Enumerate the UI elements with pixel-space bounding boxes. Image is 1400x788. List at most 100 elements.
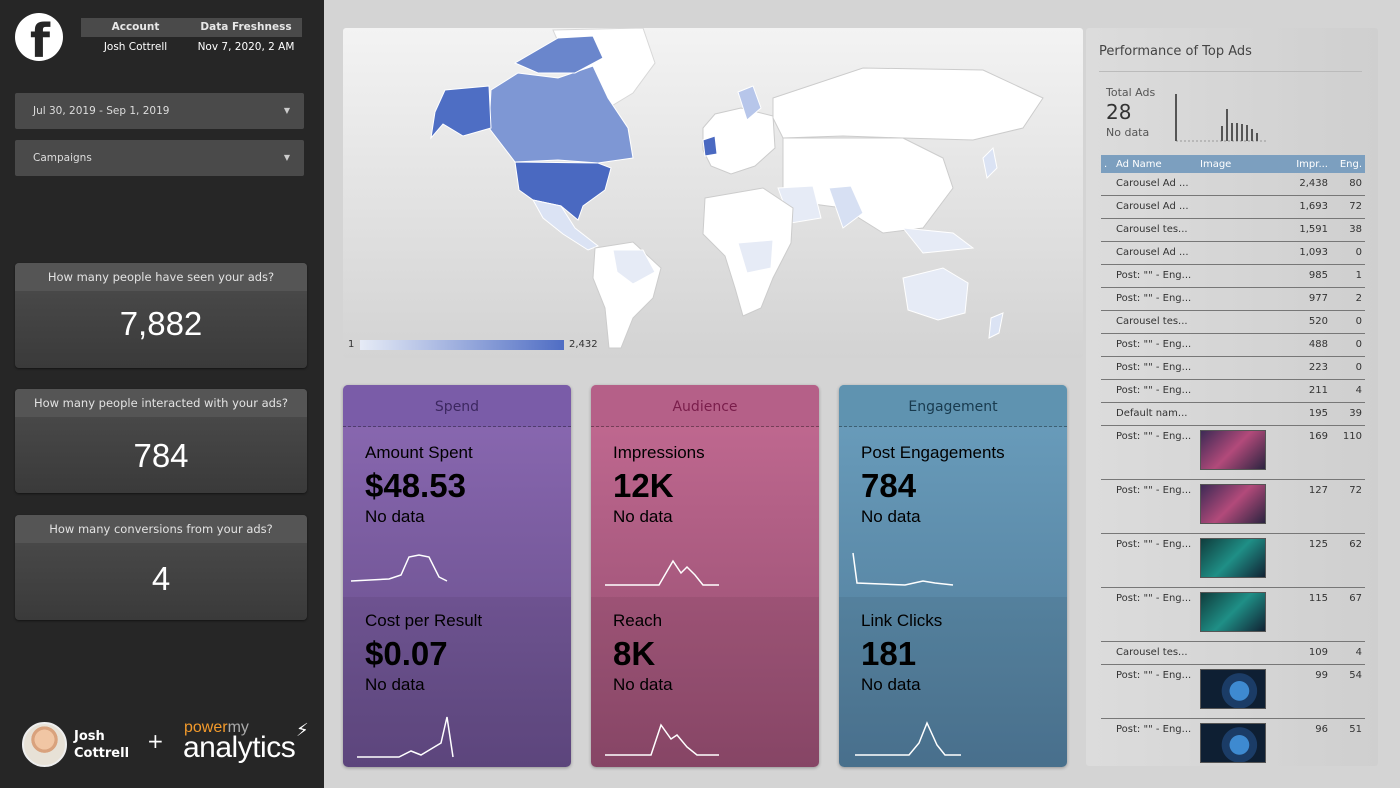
- kpi-value: 7,882: [119, 305, 203, 342]
- row-spacer: [1101, 287, 1113, 311]
- impressions-cell: 1,693: [1273, 195, 1331, 219]
- table-row[interactable]: Post: "" - Eng... 125 62: [1101, 533, 1365, 588]
- date-range-dropdown[interactable]: Jul 30, 2019 - Sep 1, 2019 ▼: [15, 93, 304, 129]
- map-region-russia[interactable]: [772, 67, 1044, 141]
- table-row[interactable]: Post: "" - Eng... 985 1: [1101, 264, 1365, 288]
- table-row[interactable]: Carousel tes... 109 4: [1101, 641, 1365, 665]
- map-region-central-africa[interactable]: [737, 239, 774, 274]
- engagements-cell: 4: [1331, 641, 1365, 665]
- impressions-cell: 223: [1273, 356, 1331, 380]
- audience-card: Audience Impressions 12K No data Reach 8…: [591, 385, 819, 767]
- kpi-value: 4: [151, 560, 171, 597]
- post-engagements-value: 784: [861, 467, 917, 504]
- row-spacer: [1101, 641, 1113, 665]
- map-region-uk[interactable]: [702, 135, 718, 157]
- map-region-scandinavia[interactable]: [737, 85, 762, 121]
- ad-name-cell: Carousel Ad ...: [1113, 195, 1197, 219]
- impressions-cell: 211: [1273, 379, 1331, 403]
- amount-spent-sparkline: [350, 554, 448, 582]
- ad-image-cell: [1197, 264, 1273, 288]
- table-row[interactable]: Post: "" - Eng... 223 0: [1101, 356, 1365, 380]
- ad-name-cell: Post: "" - Eng...: [1113, 718, 1197, 766]
- ad-image-cell: [1197, 195, 1273, 219]
- cost-per-result-label: Cost per Result: [365, 611, 483, 630]
- engagements-cell: 39: [1331, 402, 1365, 426]
- world-map[interactable]: [343, 28, 1083, 358]
- map-region-usa[interactable]: [514, 161, 612, 221]
- ad-thumbnail-image[interactable]: [1200, 669, 1266, 709]
- total-ads-value: 28: [1106, 100, 1132, 124]
- column-header-engagements[interactable]: Eng.: [1331, 155, 1365, 173]
- table-row[interactable]: Post: "" - Eng... 488 0: [1101, 333, 1365, 357]
- table-row[interactable]: Post: "" - Eng... 127 72: [1101, 479, 1365, 534]
- link-clicks-note: No data: [861, 675, 921, 694]
- column-header-impressions[interactable]: Impr...: [1273, 155, 1331, 173]
- table-row[interactable]: Carousel Ad ... 1,093 0: [1101, 241, 1365, 265]
- row-spacer: [1101, 587, 1113, 642]
- map-region-australia[interactable]: [902, 267, 969, 321]
- link-clicks-sparkline: [855, 721, 961, 756]
- power-my-analytics-logo-top: powermy: [184, 719, 249, 736]
- impressions-cell: 169: [1273, 425, 1331, 480]
- table-row[interactable]: Carousel Ad ... 1,693 72: [1101, 195, 1365, 219]
- impressions-cell: 99: [1273, 664, 1331, 719]
- ad-name-cell: Post: "" - Eng...: [1113, 479, 1197, 534]
- table-row[interactable]: Carousel Ad ... 2,438 80: [1101, 173, 1365, 196]
- table-row[interactable]: Post: "" - Eng... 115 67: [1101, 587, 1365, 642]
- column-header-ad-name[interactable]: Ad Name: [1113, 155, 1197, 173]
- kpi-card-conversions: How many conversions from your ads? 4: [15, 515, 307, 620]
- kpi-card-people-interacted: How many people interacted with your ads…: [15, 389, 307, 493]
- map-region-new-zealand[interactable]: [988, 312, 1004, 339]
- account-label: Account: [81, 18, 190, 37]
- amount-spent-note: No data: [365, 507, 425, 526]
- ad-thumbnail-image[interactable]: [1200, 430, 1266, 470]
- map-region-southeast-asia[interactable]: [901, 227, 975, 254]
- lightning-bolt-icon: ⚡: [296, 720, 309, 741]
- avatar: [22, 722, 67, 767]
- map-region-japan[interactable]: [982, 146, 998, 180]
- ad-thumbnail-image[interactable]: [1200, 538, 1266, 578]
- cost-per-result-note: No data: [365, 675, 425, 694]
- map-region-alaska[interactable]: [430, 85, 492, 140]
- total-ads-label: Total Ads: [1106, 86, 1156, 99]
- engagements-cell: 67: [1331, 587, 1365, 642]
- ad-name-cell: Post: "" - Eng...: [1113, 287, 1197, 311]
- ad-image-cell: [1197, 533, 1273, 588]
- campaigns-dropdown[interactable]: Campaigns ▼: [15, 140, 304, 176]
- map-region-india[interactable]: [828, 185, 864, 229]
- row-spacer: [1101, 533, 1113, 588]
- ad-thumbnail-image[interactable]: [1200, 592, 1266, 632]
- table-row[interactable]: Post: "" - Eng... 96 51: [1101, 718, 1365, 766]
- map-region-arctic-islands[interactable]: [513, 35, 604, 74]
- table-row[interactable]: Carousel tes... 1,591 38: [1101, 218, 1365, 242]
- map-region-brazil-north[interactable]: [612, 249, 656, 285]
- row-spacer: [1101, 241, 1113, 265]
- ad-image-cell: [1197, 641, 1273, 665]
- table-row[interactable]: Post: "" - Eng... 169 110: [1101, 425, 1365, 480]
- engagements-cell: 51: [1331, 718, 1365, 766]
- impressions-note: No data: [613, 507, 673, 526]
- plus-sign: +: [147, 729, 164, 753]
- ad-thumbnail-image[interactable]: [1200, 484, 1266, 524]
- ad-image-cell: [1197, 479, 1273, 534]
- facebook-logo-icon: f: [15, 13, 63, 61]
- table-row[interactable]: Post: "" - Eng... 211 4: [1101, 379, 1365, 403]
- row-spacer: [1101, 264, 1113, 288]
- table-row[interactable]: Post: "" - Eng... 99 54: [1101, 664, 1365, 719]
- column-header-index[interactable]: .: [1101, 155, 1113, 173]
- column-header-image[interactable]: Image: [1197, 155, 1273, 173]
- table-row[interactable]: Default nam... 195 39: [1101, 402, 1365, 426]
- impressions-cell: 115: [1273, 587, 1331, 642]
- map-region-mexico[interactable]: [532, 199, 599, 251]
- table-row[interactable]: Carousel tes... 520 0: [1101, 310, 1365, 334]
- engagement-card-header: Engagement: [839, 385, 1067, 427]
- cost-per-result-value: $0.07: [365, 635, 448, 672]
- map-legend-min: 1: [348, 339, 355, 350]
- engagements-cell: 72: [1331, 479, 1365, 534]
- map-region-europe[interactable]: [702, 107, 776, 175]
- ad-thumbnail-image[interactable]: [1200, 723, 1266, 763]
- impressions-cell: 195: [1273, 402, 1331, 426]
- engagements-cell: 54: [1331, 664, 1365, 719]
- table-row[interactable]: Post: "" - Eng... 977 2: [1101, 287, 1365, 311]
- map-region-canada[interactable]: [488, 65, 634, 164]
